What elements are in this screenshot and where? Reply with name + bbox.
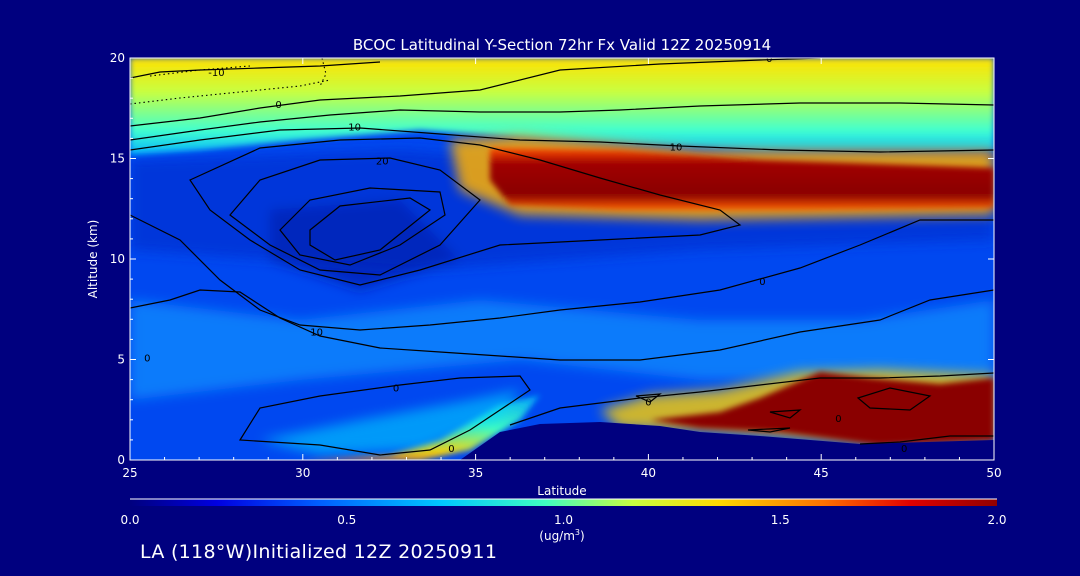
contour-label: 0 xyxy=(448,444,454,455)
contour-label: 10 xyxy=(310,327,323,338)
contour-labels: -10 0 0 10 10 20 0 10 0 0 0 0 0 0 xyxy=(144,54,907,455)
contour-line xyxy=(856,387,932,411)
field-low-glow xyxy=(260,390,520,455)
colorbar-tick-label: 0.5 xyxy=(337,513,356,527)
contour-dotted xyxy=(319,58,327,87)
contour-line xyxy=(238,375,531,456)
colorbar-units: (ug/m3) xyxy=(539,528,584,543)
field-upper-layer xyxy=(130,58,994,155)
degree-symbol: ° xyxy=(215,541,226,563)
contour-line xyxy=(130,61,381,79)
contour-line xyxy=(509,372,994,426)
x-axis-label: Latitude xyxy=(537,484,586,498)
field-plume-aloft xyxy=(490,148,994,210)
colorbar xyxy=(130,499,997,506)
x-tick-label: 30 xyxy=(295,466,310,480)
caption-init: W)Initialized 12Z 20250911 xyxy=(225,541,498,563)
contour-label: -10 xyxy=(208,68,224,79)
y-tick-label: 5 xyxy=(117,353,125,367)
contour-line xyxy=(130,214,994,331)
contour-label: 0 xyxy=(835,414,841,425)
contour-label: 10 xyxy=(670,142,683,153)
contours xyxy=(130,58,994,456)
x-tick-label: 40 xyxy=(641,466,656,480)
contour-dotted xyxy=(130,79,331,105)
colorbar-ticks: 0.0 0.5 1.0 1.5 2.0 xyxy=(120,513,1006,527)
contour-line xyxy=(747,427,791,433)
y-tick-label: 15 xyxy=(110,152,125,166)
plot-area: -10 0 0 10 10 20 0 10 0 0 0 0 0 0 xyxy=(130,54,994,460)
x-tick-label: 25 xyxy=(122,466,137,480)
y-tick-label: 10 xyxy=(110,252,125,266)
contour-line xyxy=(130,289,994,361)
contour-line xyxy=(279,187,446,266)
contour-line xyxy=(859,435,994,445)
contour-label: 0 xyxy=(759,277,765,288)
x-tick-label: 45 xyxy=(814,466,829,480)
contour-line xyxy=(769,409,802,419)
contours-negative xyxy=(130,58,331,105)
contour-label: 10 xyxy=(348,122,361,133)
x-tick-label: 35 xyxy=(468,466,483,480)
contour-label: 20 xyxy=(376,157,389,168)
contour-line xyxy=(130,127,994,153)
contour-label: 0 xyxy=(766,54,772,65)
terrain-mask xyxy=(460,422,994,460)
chart-title: BCOC Latitudinal Y-Section 72hr Fx Valid… xyxy=(353,36,771,54)
contour-line xyxy=(309,197,432,261)
x-axis: 25 30 35 40 45 50 xyxy=(122,58,1002,480)
x-tick-label: 50 xyxy=(986,466,1001,480)
y-axis-label: Altitude (km) xyxy=(86,220,100,299)
contour-label: 0 xyxy=(645,398,651,409)
colorbar-tick-label: 2.0 xyxy=(987,513,1006,527)
contour-label: 0 xyxy=(901,444,907,455)
contour-dotted xyxy=(149,65,251,77)
contour-line xyxy=(229,157,481,276)
colorbar-tick-label: 1.5 xyxy=(771,513,790,527)
y-tick-label: 20 xyxy=(110,51,125,65)
contour-line xyxy=(635,393,662,403)
contour-line xyxy=(130,58,821,127)
contour-label: 0 xyxy=(275,100,281,111)
contour-label: 0 xyxy=(393,384,399,395)
contour-line xyxy=(130,102,994,141)
y-tick-label: 0 xyxy=(117,453,125,467)
colorbar-tick-label: 1.0 xyxy=(554,513,573,527)
contour-label: 0 xyxy=(144,353,150,364)
field-dark-pocket xyxy=(270,200,460,290)
y-axis: 0 5 10 15 20 xyxy=(110,51,994,467)
field-surface-smoke xyxy=(650,372,994,445)
contour-line xyxy=(189,137,742,286)
init-caption: LA (118°W)Initialized 12Z 20250911 xyxy=(140,541,497,563)
field-low-band xyxy=(300,395,540,460)
field-midlevel-cyan xyxy=(130,300,994,400)
caption-location: LA (118 xyxy=(140,541,216,563)
colorbar-tick-label: 0.0 xyxy=(120,513,139,527)
